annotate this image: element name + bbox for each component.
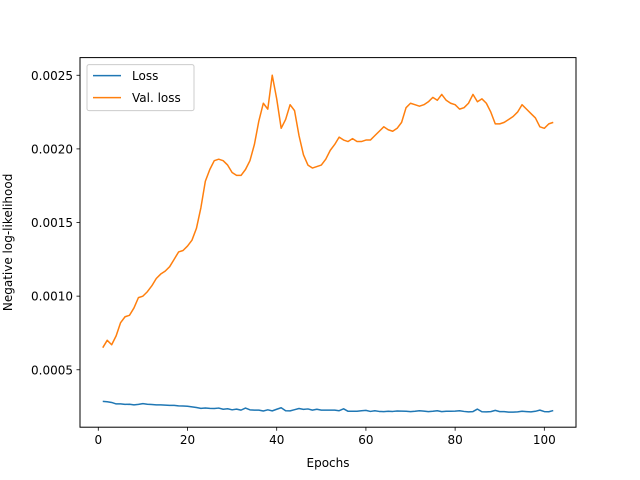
series-line-loss xyxy=(102,400,554,413)
y-tick-label: 0.0025 xyxy=(31,69,73,83)
y-tick-label: 0.0020 xyxy=(31,142,73,156)
y-tick-label: 0.0015 xyxy=(31,216,73,230)
legend: Loss Val. loss xyxy=(86,64,195,112)
x-tick-label: 80 xyxy=(447,433,462,447)
series-layer xyxy=(102,74,554,413)
x-tick-label: 20 xyxy=(180,433,195,447)
x-axis-label: Epochs xyxy=(307,456,350,470)
y-tick-label: 0.0005 xyxy=(31,363,73,377)
y-axis-label: Negative log-likelihood xyxy=(1,174,15,311)
y-tick-label: 0.0010 xyxy=(31,290,73,304)
legend-label-val-loss: Val. loss xyxy=(132,91,181,105)
x-tick-label: 60 xyxy=(358,433,373,447)
x-tick-label: 40 xyxy=(269,433,284,447)
series-line-val-loss xyxy=(102,74,554,349)
x-tick-label: 0 xyxy=(94,433,102,447)
legend-label-loss: Loss xyxy=(132,69,158,83)
plot-area-frame xyxy=(79,57,577,428)
x-axis-ticks: 0 20 40 60 80 100 xyxy=(94,427,556,447)
x-tick-label: 100 xyxy=(533,433,556,447)
y-axis-ticks: 0.0005 0.0010 0.0015 0.0020 0.0025 xyxy=(31,69,80,377)
